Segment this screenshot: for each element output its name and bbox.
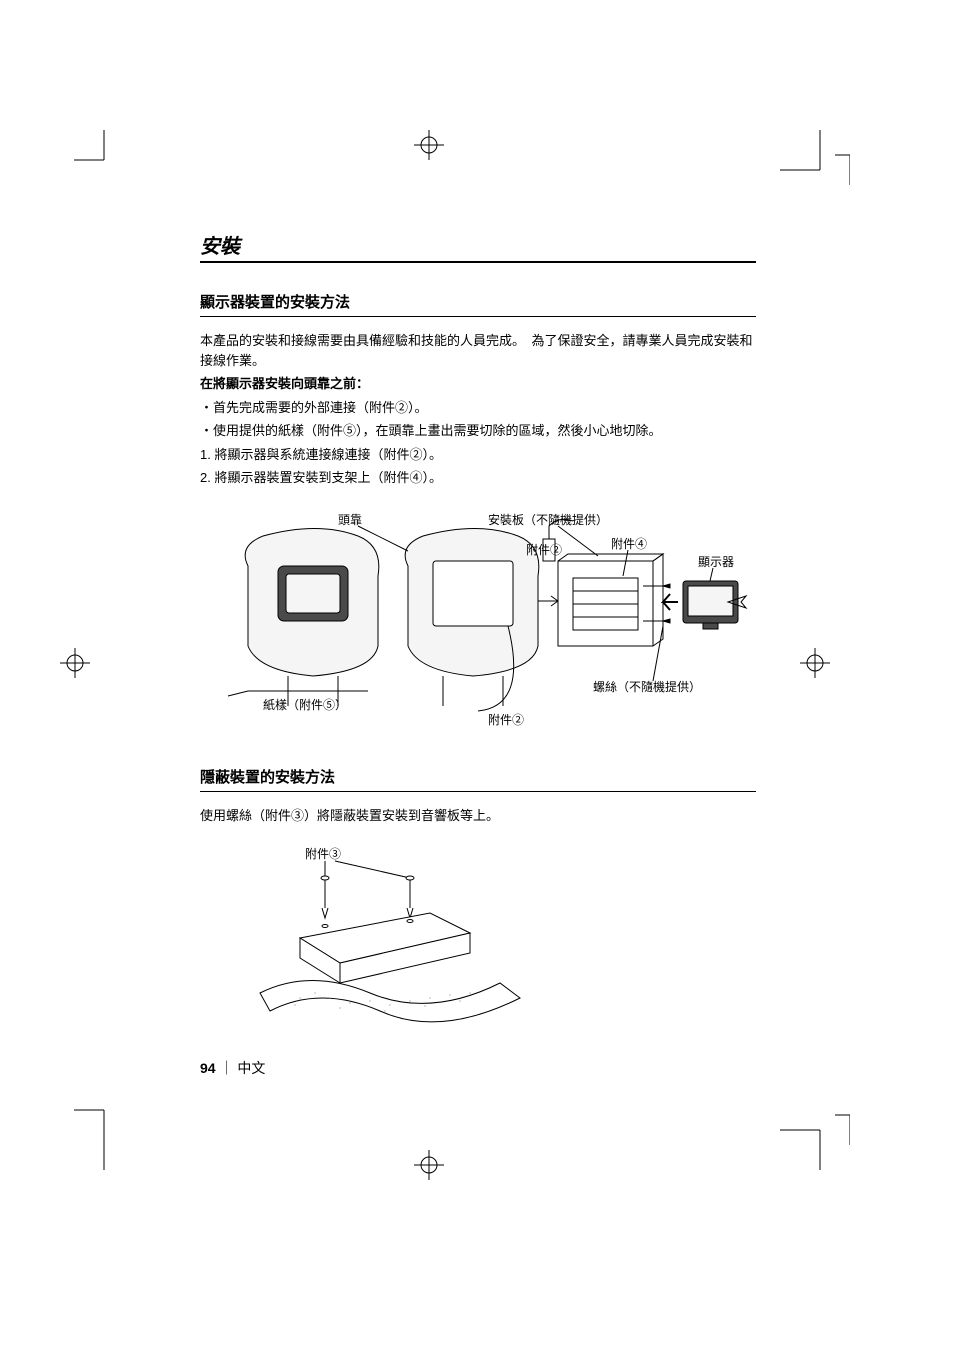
register-mark-right: [800, 648, 830, 678]
paragraph-intro: 本產品的安裝和接線需要由具備經驗和技能的人員完成。 為了保證安全，請專業人員完成…: [200, 331, 756, 370]
page-footer: 94 ｜ 中文: [200, 1058, 265, 1078]
label-mount-plate: 安裝板（不隨機提供）: [488, 512, 608, 527]
label-attach4: 附件④: [611, 537, 647, 551]
paragraph-hideaway: 使用螺絲（附件③）將隱蔽裝置安裝到音響板等上。: [200, 806, 756, 826]
label-screws: 螺絲（不隨機提供）: [593, 679, 701, 694]
label-attach3: 附件③: [305, 847, 341, 861]
register-mark-bottom: [414, 1150, 444, 1180]
step-2: 2. 將顯示器裝置安裝到支架上（附件④）。: [200, 468, 756, 488]
paragraph-before: 在將顯示器安裝向頭靠之前：: [200, 374, 756, 394]
bullet-2: ・使用提供的紙樣（附件⑤），在頭靠上畫出需要切除的區域，然後小心地切除。: [200, 421, 756, 441]
label-headrest: 頭靠: [338, 513, 362, 527]
register-mark-left: [60, 648, 90, 678]
label-display: 顯示器: [698, 555, 734, 569]
page-content: 安裝 顯示器裝置的安裝方法 本產品的安裝和接線需要由具備經驗和技能的人員完成。 …: [200, 230, 756, 1053]
footer-separator: ｜: [219, 1060, 237, 1076]
label-template: 紙樣（附件⑤）: [263, 697, 347, 712]
label-attach2-bottom: 附件②: [488, 713, 524, 726]
diagram-monitor-install: 紙樣（附件⑤） 附件②: [208, 506, 748, 726]
page-title: 安裝: [200, 230, 756, 263]
step-1: 1. 將顯示器與系統連接線連接（附件②）。: [200, 445, 756, 465]
register-mark-top: [414, 130, 444, 160]
section1-title: 顯示器裝置的安裝方法: [200, 291, 756, 317]
section2-title: 隱蔽裝置的安裝方法: [200, 766, 756, 792]
page-number: 94: [200, 1060, 216, 1076]
bullet-1: ・首先完成需要的外部連接（附件②）。: [200, 398, 756, 418]
diagram-hideaway-install: 附件③: [240, 843, 540, 1043]
footer-lang: 中文: [237, 1060, 265, 1076]
label-attach2-top: 附件②: [526, 543, 562, 557]
